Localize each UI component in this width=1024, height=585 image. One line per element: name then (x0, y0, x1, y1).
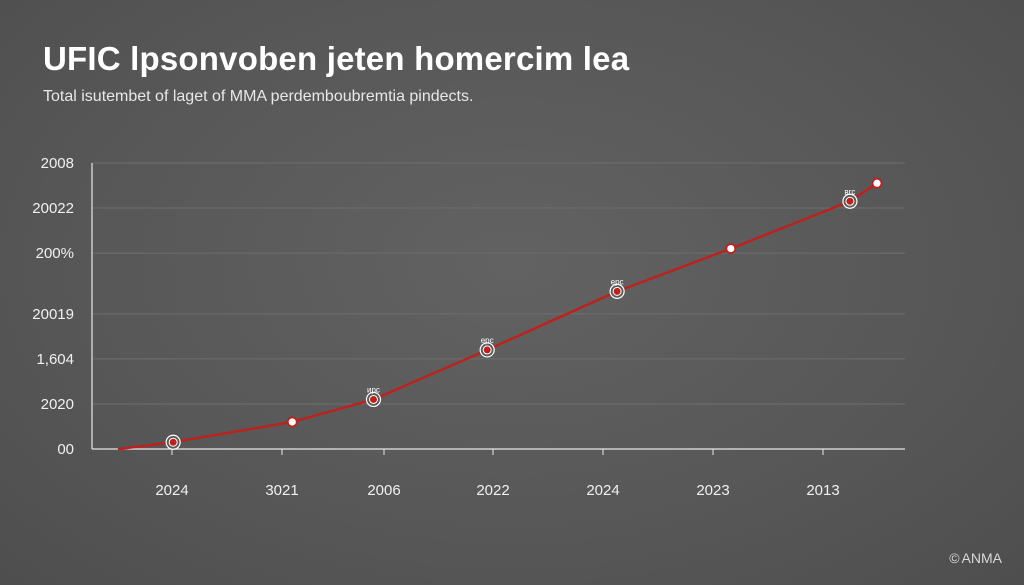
x-tick-label: 2023 (696, 482, 729, 499)
y-tick-label: 20022 (32, 200, 74, 217)
data-point: ерс (609, 277, 625, 299)
y-tick-label: 200% (36, 245, 74, 262)
data-point-dot (168, 437, 178, 447)
data-point-label: ирс (367, 385, 380, 394)
data-point-label: ерс (481, 336, 494, 345)
x-tick-label: 2024 (586, 482, 619, 499)
data-point (725, 243, 737, 254)
chart-title: UFIC lpsonvoben jeten homercim lea (43, 40, 630, 77)
data-point: ерс (479, 336, 495, 358)
x-tick-label: 2013 (806, 482, 839, 499)
axes (91, 163, 905, 455)
data-point (165, 434, 181, 450)
copyright-icon: © (949, 550, 960, 566)
series-lines (117, 182, 879, 451)
data-point (286, 416, 298, 428)
gridlines (92, 162, 905, 405)
data-point-dot (845, 196, 855, 206)
x-tick-label: 2024 (155, 482, 188, 499)
series-line (117, 182, 879, 451)
chart-subtitle: Total isutembet of laget of MMA perdembo… (43, 88, 474, 105)
x-tick-labels: 2024 3021 2006 2022 2024 2023 2013 (155, 482, 839, 499)
data-point-label: вгс (844, 187, 855, 196)
data-point-dot (368, 394, 378, 404)
x-tick-label: 2022 (476, 482, 509, 499)
watermark: © ANMA (949, 550, 1002, 566)
y-tick-label: 20019 (32, 306, 74, 323)
data-point-dot (482, 345, 492, 355)
data-point-dot (612, 286, 622, 296)
y-tick-label: 2008 (41, 155, 74, 172)
data-markers: ирс ерс ерс вгс (165, 177, 883, 450)
x-tick-label: 3021 (265, 482, 298, 499)
x-tick-label: 2006 (367, 482, 400, 499)
y-tick-label: 2020 (41, 396, 74, 413)
data-point-dot (871, 177, 883, 189)
y-tick-label: 1,604 (36, 351, 74, 368)
data-point-label: ерс (611, 277, 624, 286)
watermark-text: ANMA (961, 550, 1002, 566)
data-point-dot (725, 243, 737, 254)
data-point: ирс (365, 385, 382, 408)
data-point (871, 177, 883, 189)
data-point: вгс (842, 187, 858, 209)
y-tick-label: 00 (57, 441, 74, 458)
data-point-dot (286, 416, 298, 428)
y-tick-labels: 00 2020 1,604 20019 200% 20022 2008 (32, 155, 74, 458)
